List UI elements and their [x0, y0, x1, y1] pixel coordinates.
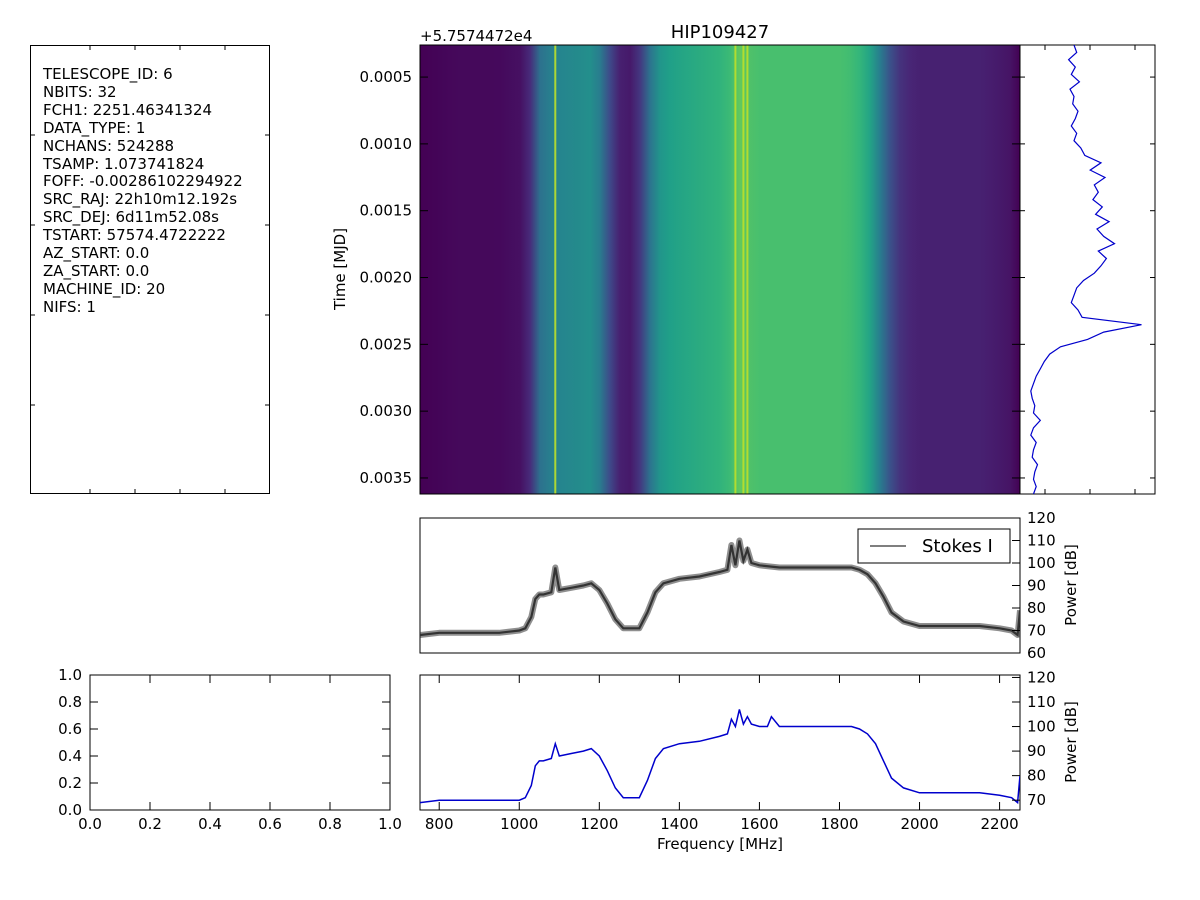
- header-info-line: FOFF: -0.00286102294922: [43, 172, 243, 191]
- xtick-label: 2200: [980, 815, 1018, 833]
- xtick-label: 1000: [500, 815, 538, 833]
- time-series-line: [1030, 45, 1142, 494]
- waterfall-ylabel: Time [MJD]: [331, 228, 349, 311]
- empty-axes-ticks: 0.0 0.2 0.4 0.6 0.8 1.0 0.0 0.2 0.4 0.6 0.8 1.0: [58, 666, 402, 833]
- spectrum-ylabel: Power [dB]: [1062, 544, 1080, 626]
- xtick-label: 800: [425, 815, 454, 833]
- ytick-label: 110: [1027, 693, 1056, 711]
- xtick-label: 0.8: [318, 815, 342, 833]
- header-info-line: TSAMP: 1.073741824: [43, 154, 205, 173]
- spectrum-blue-line: [420, 709, 1020, 805]
- ytick-label: 0.6: [58, 720, 82, 738]
- waterfall-y-ticks: 0.0005 0.0010 0.0015 0.0020 0.0025 0.0030 0.00…: [360, 68, 1020, 487]
- header-info-line: SRC_DEJ: 6d11m52.08s: [43, 208, 219, 227]
- spectrum-blue-xlabel: Frequency [MHz]: [657, 835, 783, 853]
- header-info-list: TELESCOPE_ID: 6 NBITS: 32 FCH1: 2251.46341…: [43, 65, 243, 317]
- waterfall-ytick-label: 0.0035: [360, 469, 413, 487]
- header-info-line: NIFS: 1: [43, 297, 96, 316]
- waterfall-plot: HIP109427 +5.7574472e4 0.0005 0.0010 0.001…: [331, 22, 1021, 495]
- ytick-label: 70: [1027, 791, 1046, 809]
- waterfall-ytick-label: 0.0020: [360, 269, 413, 287]
- spectrum-blue-x-ticks: 800 1000 1200 1400 1600 1800 2000 2200: [425, 675, 1019, 833]
- ytick-label: 70: [1027, 622, 1046, 640]
- waterfall-ytick-label: 0.0015: [360, 202, 413, 220]
- header-panel-ticks: [30, 45, 270, 494]
- spectrum-legend: Stokes I: [857, 528, 1011, 564]
- spectrum-blue-plot: 70 80 90 100 110 120 800 1000 1200 1400 1600 1800 2…: [419, 668, 1080, 853]
- waterfall-ytick-label: 0.0030: [360, 402, 413, 420]
- waterfall-heatmap: [420, 45, 1020, 494]
- xtick-label: 1800: [820, 815, 858, 833]
- ytick-label: 0.4: [58, 747, 82, 765]
- header-info-panel: TELESCOPE_ID: 6 NBITS: 32 FCH1: 2251.46341…: [30, 45, 270, 494]
- spectrum-blue-y-ticks: 70 80 90 100 110 120: [1012, 668, 1056, 809]
- ytick-label: 0.2: [58, 774, 82, 792]
- waterfall-offset-label: +5.7574472e4: [420, 27, 532, 45]
- waterfall-bright-channel: [746, 45, 749, 494]
- ytick-label: 0.8: [58, 693, 82, 711]
- ytick-label: 0.0: [58, 801, 82, 819]
- spectrum-legend-label: Stokes I: [922, 536, 993, 557]
- time-series-frame: [1019, 44, 1156, 495]
- ytick-label: 1.0: [58, 666, 82, 684]
- spectrum-blue-ylabel: Power [dB]: [1062, 701, 1080, 783]
- waterfall-bright-channel: [554, 45, 557, 494]
- header-info-line: MACHINE_ID: 20: [43, 279, 166, 298]
- waterfall-stripes: [554, 45, 749, 494]
- ytick-label: 80: [1027, 599, 1046, 617]
- waterfall-ytick-label: 0.0025: [360, 335, 413, 353]
- empty-axes-plot: 0.0 0.2 0.4 0.6 0.8 1.0 0.0 0.2 0.4 0.6 0.8 1.0: [58, 666, 402, 833]
- ytick-label: 60: [1027, 644, 1046, 662]
- header-info-line: ZA_START: 0.0: [43, 261, 150, 280]
- ytick-label: 100: [1027, 718, 1056, 736]
- xtick-label: 0.0: [78, 815, 102, 833]
- waterfall-bright-channel: [734, 45, 737, 494]
- spectrum-plot: 60 70 80 90 100 110 120 Power [dB] Stokes I: [419, 509, 1080, 662]
- xtick-label: 0.4: [198, 815, 222, 833]
- xtick-label: 0.2: [138, 815, 162, 833]
- xtick-label: 1200: [580, 815, 618, 833]
- header-info-line: FCH1: 2251.46341324: [43, 100, 213, 119]
- header-info-line: TSTART: 57574.4722222: [43, 226, 226, 245]
- header-info-line: NCHANS: 524288: [43, 136, 175, 155]
- ytick-label: 80: [1027, 767, 1046, 785]
- header-info-line: DATA_TYPE: 1: [43, 118, 146, 137]
- ytick-label: 120: [1027, 509, 1056, 527]
- xtick-label: 1.0: [378, 815, 402, 833]
- time-series-plot: [1019, 44, 1156, 495]
- waterfall-title: HIP109427: [671, 22, 769, 43]
- spectrum-y-ticks: 60 70 80 90 100 110 120: [1012, 509, 1056, 662]
- ytick-label: 110: [1027, 532, 1056, 550]
- waterfall-ytick-label: 0.0010: [360, 135, 413, 153]
- waterfall-bright-channel: [742, 45, 745, 494]
- header-info-line: TELESCOPE_ID: 6: [43, 65, 173, 83]
- header-info-line: SRC_RAJ: 22h10m12.192s: [43, 190, 238, 209]
- empty-axes-frame: [89, 674, 391, 811]
- spectrum-series-line: [420, 540, 1020, 638]
- ytick-label: 120: [1027, 668, 1056, 686]
- xtick-label: 0.6: [258, 815, 282, 833]
- ytick-label: 90: [1027, 577, 1046, 595]
- waterfall-ytick-label: 0.0005: [360, 68, 413, 86]
- xtick-label: 1600: [740, 815, 778, 833]
- header-info-line: AZ_START: 0.0: [43, 244, 150, 263]
- time-series-ticks: [1020, 45, 1155, 494]
- xtick-label: 2000: [900, 815, 938, 833]
- xtick-label: 1400: [660, 815, 698, 833]
- ytick-label: 100: [1027, 554, 1056, 572]
- spectrum-blue-frame: [419, 674, 1021, 811]
- header-info-line: NBITS: 32: [43, 82, 117, 101]
- ytick-label: 90: [1027, 742, 1046, 760]
